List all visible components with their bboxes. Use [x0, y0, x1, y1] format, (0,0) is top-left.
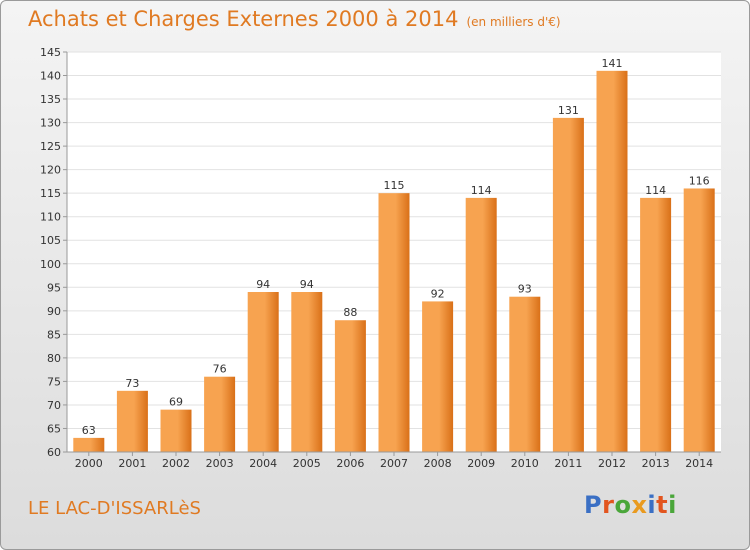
logo-letter: o — [614, 491, 632, 519]
y-tick-label: 80 — [47, 352, 61, 365]
y-tick-label: 145 — [40, 46, 61, 59]
bar-value-label: 115 — [384, 179, 405, 192]
bar-value-label: 114 — [471, 184, 492, 197]
y-tick-label: 120 — [40, 164, 61, 177]
x-tick-label: 2014 — [685, 457, 713, 470]
y-tick-label: 130 — [40, 117, 61, 130]
y-tick-label: 110 — [40, 211, 61, 224]
chart-title-block: Achats et Charges Externes 2000 à 2014 (e… — [28, 7, 561, 31]
x-tick-label: 2000 — [75, 457, 103, 470]
chart-unit: (en milliers d'€) — [466, 15, 561, 29]
x-tick-label: 2004 — [249, 457, 277, 470]
logo-letter: P — [584, 491, 603, 519]
x-tick-label: 2005 — [293, 457, 321, 470]
x-tick-label: 2009 — [467, 457, 495, 470]
y-tick-label: 75 — [47, 375, 61, 388]
bar-2006 — [334, 320, 366, 452]
logo-letter: r — [602, 491, 615, 519]
y-tick-label: 60 — [47, 446, 61, 459]
x-tick-label: 2003 — [206, 457, 234, 470]
bar-2003 — [204, 376, 236, 452]
logo-letter: x — [631, 491, 648, 519]
y-tick-label: 85 — [47, 328, 61, 341]
x-tick-label: 2010 — [511, 457, 539, 470]
x-tick-label: 2013 — [642, 457, 670, 470]
logo-letter: i — [668, 491, 677, 519]
bar-value-label: 141 — [602, 57, 623, 70]
y-tick-label: 100 — [40, 258, 61, 271]
bar-2010 — [509, 296, 541, 452]
bar-value-label: 63 — [82, 424, 96, 437]
bar-2009 — [465, 197, 497, 452]
bar-2013 — [640, 197, 672, 452]
y-tick-label: 140 — [40, 70, 61, 83]
bar-value-label: 69 — [169, 396, 183, 409]
bar-value-label: 76 — [213, 363, 227, 376]
x-axis-ticks: 2000 2001 2002 2003 2004 2005 2006 2007 2008 2009… — [75, 452, 713, 470]
y-tick-label: 95 — [47, 281, 61, 294]
x-tick-label: 2007 — [380, 457, 408, 470]
bar-2011 — [552, 117, 584, 452]
x-tick-label: 2012 — [598, 457, 626, 470]
logo-letter: i — [647, 491, 657, 519]
bar-value-label: 94 — [256, 278, 270, 291]
bar-value-label: 94 — [300, 278, 314, 291]
logo-letter: t — [656, 491, 669, 519]
bar-2008 — [422, 301, 454, 452]
y-tick-label: 105 — [40, 234, 61, 247]
y-tick-label: 135 — [40, 93, 61, 106]
chart-title: Achats et Charges Externes 2000 à 2014 — [28, 7, 459, 31]
bar-2014 — [683, 188, 715, 452]
x-tick-label: 2008 — [424, 457, 452, 470]
commune-name: LE LAC-D'ISSARLèS — [28, 498, 201, 519]
bar-value-label: 92 — [431, 287, 445, 300]
x-tick-label: 2006 — [336, 457, 364, 470]
bar-value-label: 88 — [343, 306, 357, 319]
y-tick-label: 65 — [47, 422, 61, 435]
bar-2004 — [247, 292, 279, 452]
bar-2012 — [596, 70, 628, 452]
proxiti-logo[interactable]: Proxiti — [584, 491, 677, 519]
y-tick-label: 115 — [40, 187, 61, 200]
bar-2000 — [73, 437, 105, 452]
bar-value-label: 131 — [558, 104, 579, 117]
bar-value-label: 73 — [125, 377, 139, 390]
bar-2007 — [378, 193, 410, 453]
y-tick-label: 125 — [40, 140, 61, 153]
bar-2002 — [160, 409, 192, 452]
bar-value-label: 93 — [518, 283, 532, 296]
y-axis-ticks: 60 65 70 75 80 85 90 95 100 105 110 115 120 125 130 135… — [40, 46, 67, 459]
x-tick-label: 2002 — [162, 457, 190, 470]
bar-2001 — [116, 390, 148, 452]
bar-value-label: 114 — [645, 184, 666, 197]
bar-2005 — [291, 292, 323, 452]
y-tick-label: 90 — [47, 305, 61, 318]
y-tick-label: 70 — [47, 399, 61, 412]
x-tick-label: 2011 — [554, 457, 582, 470]
bars: 63 73 69 76 94 94 88 115 92 114 93 131 141 114 116 — [73, 57, 715, 453]
bar-value-label: 116 — [689, 174, 710, 187]
x-tick-label: 2001 — [118, 457, 146, 470]
